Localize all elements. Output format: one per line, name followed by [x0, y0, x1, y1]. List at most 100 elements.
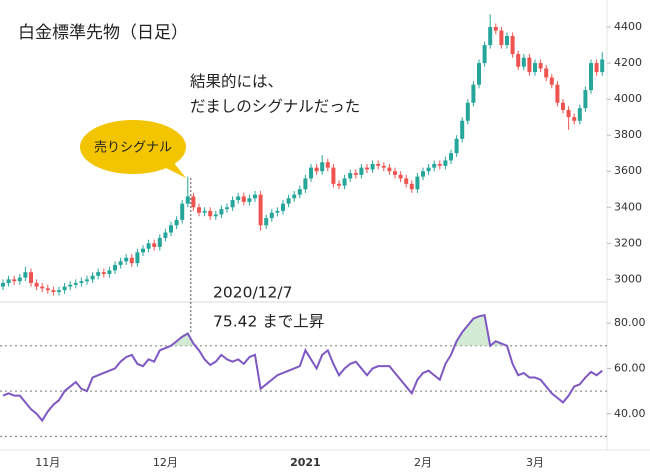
candle-body — [426, 167, 431, 172]
candle-body — [1, 282, 5, 287]
candle-body — [600, 59, 605, 73]
candle-body — [549, 77, 554, 85]
candle-body — [90, 275, 95, 280]
rsi-line — [2, 314, 603, 423]
annotation-text: だましのシグナルだった — [190, 98, 360, 116]
candle-body — [79, 281, 84, 283]
candle-body — [493, 27, 498, 31]
candle-body — [583, 90, 588, 109]
x-tick-label: 12月 — [153, 456, 178, 469]
annotation-date: 2020/12/7 — [213, 284, 292, 302]
candle-body — [281, 203, 285, 211]
y-tick-label: 3400 — [614, 200, 642, 213]
overbought-fill — [3, 315, 603, 346]
candle-body — [101, 272, 106, 274]
candle-body — [443, 160, 448, 166]
callout-text: 売りシグナル — [94, 140, 172, 156]
candle-body — [398, 174, 403, 179]
candle-body — [488, 27, 493, 46]
candle-body — [275, 210, 280, 213]
candle-body — [331, 167, 336, 184]
y-tick-label: 3200 — [614, 236, 642, 249]
candle-body — [409, 183, 414, 190]
candle-body — [113, 264, 117, 271]
candle-body — [236, 196, 241, 201]
candle-body — [292, 194, 297, 199]
candle-body — [572, 117, 577, 121]
x-tick-label: 2021 — [290, 456, 321, 469]
candle-body — [589, 63, 593, 91]
candle-body — [527, 57, 532, 73]
candle-body — [353, 173, 358, 175]
candle-body — [404, 178, 409, 184]
candle-body — [370, 164, 375, 170]
candle-body — [264, 218, 269, 226]
y-tick-label: 3800 — [614, 128, 642, 141]
candle-body — [477, 63, 481, 85]
candle-body — [185, 196, 190, 204]
candle-body — [387, 167, 392, 172]
y-tick-label: 4000 — [614, 92, 642, 105]
candle-body — [505, 36, 509, 46]
y-tick-label: 4200 — [614, 56, 642, 69]
candle-body — [213, 214, 218, 217]
x-tick-label: 11月 — [35, 456, 60, 469]
chart-title: 白金標準先物（日足） — [18, 23, 188, 43]
candle-body — [421, 171, 425, 177]
candle-body — [314, 167, 319, 172]
candle-body — [62, 286, 67, 291]
candle-body — [449, 153, 453, 161]
candle-body — [348, 173, 353, 179]
candle-body — [561, 102, 565, 110]
candle-body — [325, 162, 330, 168]
candle-body — [342, 178, 347, 186]
candle-body — [359, 167, 364, 175]
candle-body — [169, 225, 173, 233]
candle-body — [415, 176, 420, 190]
candle-body — [555, 84, 560, 103]
candle-body — [208, 210, 213, 217]
candle-body — [135, 252, 140, 264]
candle-body — [146, 243, 151, 249]
candle-body — [51, 290, 56, 292]
candle-body — [376, 164, 381, 166]
candle-body — [180, 203, 185, 220]
candle-body — [393, 171, 397, 175]
candle-body — [225, 207, 229, 210]
candle-body — [303, 178, 308, 190]
candle-body — [141, 248, 145, 253]
candle-body — [73, 282, 78, 285]
candle-body — [320, 162, 325, 172]
y-tick-label: 80.00 — [614, 316, 646, 329]
candle-body — [471, 84, 476, 103]
callout-bubble — [80, 120, 186, 174]
candle-body — [521, 57, 526, 67]
candle-body — [107, 270, 112, 274]
candle-body — [197, 207, 201, 213]
candle-body — [482, 45, 487, 64]
candle-body — [544, 68, 549, 78]
candle-body — [34, 282, 39, 287]
candle-body — [45, 288, 50, 291]
candle-body — [68, 284, 73, 287]
candle-body — [460, 120, 465, 139]
candle-body — [124, 257, 129, 262]
y-tick-label: 4400 — [614, 20, 642, 33]
candle-body — [152, 243, 157, 247]
candle-body — [23, 272, 28, 278]
candle-body — [219, 209, 224, 215]
candle-body — [577, 108, 582, 121]
candle-body — [538, 63, 543, 69]
candle-body — [57, 290, 61, 292]
candle-body — [594, 63, 599, 73]
annotation-peak: 75.42 まで上昇 — [213, 313, 324, 331]
candle-body — [118, 261, 123, 265]
y-tick-label: 40.00 — [614, 407, 646, 420]
candle-body — [533, 63, 537, 73]
candle-body — [129, 257, 134, 264]
candle-body — [12, 279, 17, 282]
candle-body — [465, 102, 470, 121]
candle-body — [286, 198, 291, 204]
y-tick-label: 3600 — [614, 164, 642, 177]
